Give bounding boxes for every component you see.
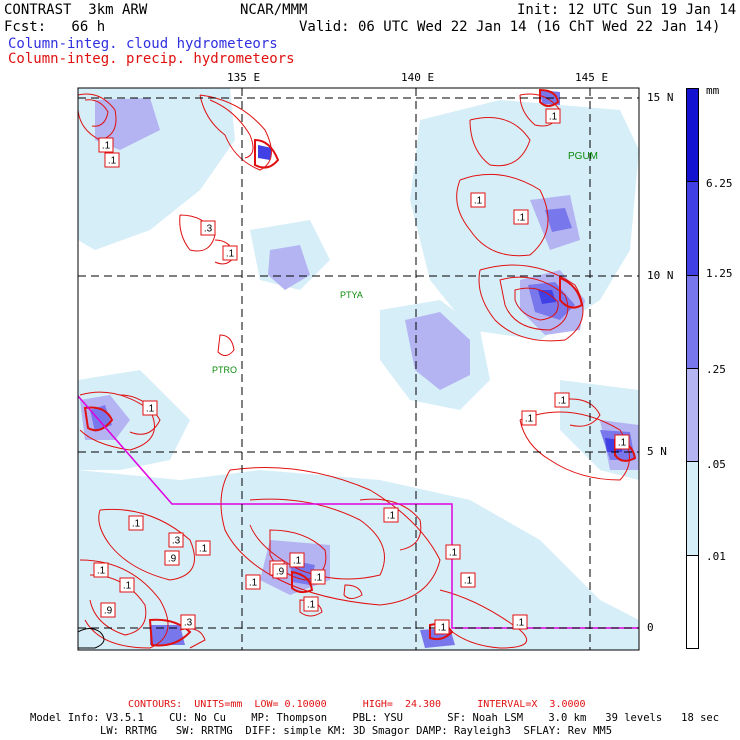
- contour-label: .1: [146, 404, 155, 415]
- contour-label-box: [104, 152, 120, 168]
- legend-swatch: [686, 554, 699, 649]
- contour-label: .1: [132, 519, 141, 530]
- contour-label: .9: [276, 567, 285, 578]
- contour-label: .1: [226, 249, 235, 260]
- contour-label-box: [93, 562, 109, 578]
- lon-label-140: 140 E: [401, 71, 435, 84]
- lat-label-5: 5 N: [647, 445, 667, 458]
- contour-label-box: [289, 552, 305, 568]
- contour-label: .9: [168, 554, 177, 565]
- contour-label-box: [222, 245, 238, 261]
- contour-label-box: [200, 220, 216, 236]
- contour-label-box: [168, 532, 184, 548]
- contour-label-box: [513, 209, 529, 225]
- contour-label-box: [554, 392, 570, 408]
- contour-label-box: [98, 137, 114, 153]
- contour-label-box: [460, 572, 476, 588]
- contour-label: .1: [464, 576, 473, 587]
- contour-label-box: [434, 619, 450, 635]
- forecast-hour: Fcst: 66 h: [4, 19, 106, 35]
- contour-label: .1: [558, 396, 567, 407]
- legend-value-.25: .25: [706, 363, 726, 376]
- contour-label-box: [164, 550, 180, 566]
- legend-swatch: [686, 274, 699, 369]
- contour-label-box: [614, 434, 630, 450]
- legend-swatch: [686, 88, 699, 183]
- model-info-line1: Model Info: V3.5.1 CU: No Cu MP: Thompso…: [30, 712, 720, 724]
- contour-label-box: [119, 577, 135, 593]
- contour-label-box: [128, 515, 144, 531]
- contour-label: .1: [97, 566, 106, 577]
- contour-label: .3: [184, 618, 193, 629]
- contour-label-box: [470, 192, 486, 208]
- contour-label-box: [521, 410, 537, 426]
- lat-label-0: 0: [647, 621, 654, 634]
- station-ptro: PTRO: [212, 365, 238, 375]
- map-frame: [77, 87, 640, 651]
- center-name: NCAR/MMM: [240, 2, 308, 18]
- legend-swatch: [686, 368, 699, 463]
- contour-label-box: [383, 507, 399, 523]
- contour-label-box: [545, 108, 561, 124]
- valid-time: Valid: 06 UTC Wed 22 Jan 14 (16 ChT Wed …: [299, 19, 721, 35]
- init-time: Init: 12 UTC Sun 19 Jan 14: [517, 2, 737, 18]
- contour-label-box: [245, 574, 261, 590]
- contour-label: .1: [525, 414, 534, 425]
- contour-label: .1: [307, 600, 316, 611]
- contour-label: .1: [314, 573, 323, 584]
- contour-label: .1: [438, 623, 447, 634]
- contour-label-box: [100, 602, 116, 618]
- field-precip-label: Column-integ. precip. hydrometeors: [8, 51, 295, 67]
- contour-info: CONTOURS: UNITS=mm LOW= 0.10000 HIGH= 24…: [128, 699, 586, 710]
- contour-label: .1: [516, 618, 525, 629]
- legend-value-6.25: 6.25: [706, 177, 733, 190]
- legend-value-1.25: 1.25: [706, 267, 733, 280]
- contour-label: .1: [108, 156, 117, 167]
- station-pgum: PGUM: [568, 151, 598, 162]
- lat-label-10: 10 N: [647, 269, 674, 282]
- contour-label: .1: [517, 213, 526, 224]
- model-info-line2: LW: RRTMG SW: RRTMG DIFF: simple KM: 3D …: [100, 725, 613, 737]
- contour-labels: .1 .1 .3 .1 .1 .1 .1 .1 .1 .1 .1 .1 .1 .1 .1 .3 .9 .1 .1 .3…: [93, 108, 630, 635]
- contour-label-box: [512, 614, 528, 630]
- contour-label: .1: [102, 141, 111, 152]
- contour-label: .9: [104, 606, 113, 617]
- legend-value-.01: .01: [706, 550, 726, 563]
- lon-label-135: 135 E: [227, 71, 261, 84]
- contour-label-box: [195, 540, 211, 556]
- contour-label-box: [445, 544, 461, 560]
- contour-label: .1: [474, 196, 483, 207]
- lat-label-15: 15 N: [647, 91, 674, 104]
- lat-lon-grid: [78, 88, 639, 650]
- model-title: CONTRAST 3km ARW: [4, 2, 148, 18]
- station-ptya: PTYA: [340, 290, 363, 300]
- contour-label: .1: [549, 112, 558, 123]
- contour-label: .1: [618, 438, 627, 449]
- contour-label-box: [180, 614, 196, 630]
- contour-label: .1: [387, 511, 396, 522]
- contour-label: .1: [199, 544, 208, 555]
- contour-label: .1: [449, 548, 458, 559]
- legend-value-.05: .05: [706, 458, 726, 471]
- contour-label: .3: [204, 224, 213, 235]
- contour-label: .1: [249, 578, 258, 589]
- contour-label-box: [310, 569, 326, 585]
- contour-label: .1: [293, 556, 302, 567]
- coastline: [78, 628, 105, 649]
- map-field: [78, 88, 639, 650]
- contour-label-box: [272, 563, 288, 579]
- legend-swatch: [686, 181, 699, 276]
- legend-swatch: [686, 461, 699, 556]
- field-cloud-label: Column-integ. cloud hydrometeors: [8, 36, 278, 52]
- contour-label-box: [303, 596, 319, 612]
- legend-unit: mm: [706, 84, 720, 97]
- contour-label: .3: [172, 536, 181, 547]
- contour-label: .1: [123, 581, 132, 592]
- contour-label-box: [142, 400, 158, 416]
- lon-label-145: 145 E: [575, 71, 609, 84]
